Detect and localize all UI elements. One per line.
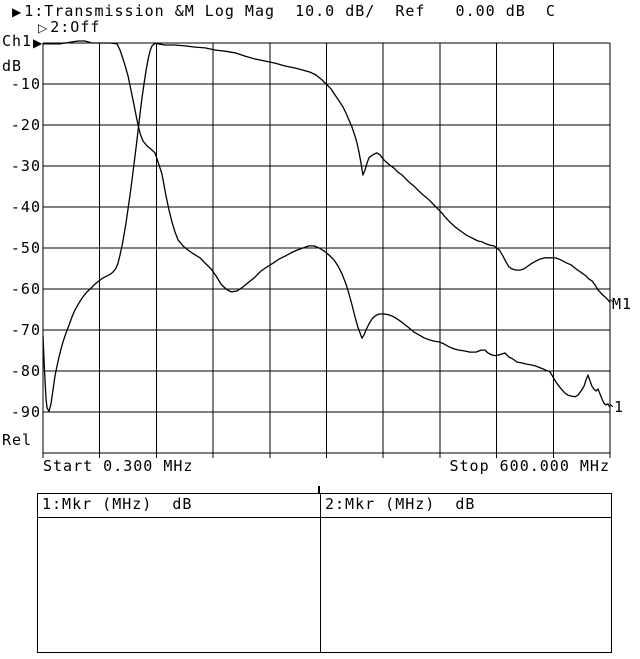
marker-tick	[609, 298, 614, 303]
y-axis-unit-label: dB	[2, 57, 23, 75]
channel1-active-arrow-icon: ▶	[12, 5, 22, 19]
marker-table-divider-tick	[318, 486, 320, 494]
marker-table-channel1: 1:Mkr (MHz) dB	[37, 493, 321, 653]
marker-m1-label: M1	[612, 295, 633, 313]
marker-table-channel2: 2:Mkr (MHz) dB	[320, 493, 612, 653]
marker-table-channel2-header: 2:Mkr (MHz) dB	[321, 494, 611, 518]
y-axis-label: -70	[10, 321, 41, 339]
channel-label: Ch1	[2, 32, 33, 50]
y-axis-label: -40	[10, 198, 41, 216]
reference-position-arrow-icon: ▶	[33, 36, 43, 50]
y-axis-label: -50	[10, 239, 41, 257]
marker-tick	[609, 403, 614, 408]
marker-1-label: 1	[614, 398, 625, 416]
y-axis-label: -10	[10, 75, 41, 93]
start-frequency-label: Start 0.300 MHz	[43, 457, 194, 475]
y-axis-label: -20	[10, 116, 41, 134]
rel-scale-label: Rel	[2, 431, 33, 449]
channel2-measurement-header: ▷ 2:Off	[38, 19, 100, 36]
trace-transmission-data	[42, 42, 611, 412]
y-axis-label: -80	[10, 362, 41, 380]
marker-table-channel1-header: 1:Mkr (MHz) dB	[38, 494, 320, 518]
channel2-inactive-arrow-icon: ▷	[38, 21, 48, 35]
channel1-header-text: 1:Transmission &M Log Mag 10.0 dB/ Ref 0…	[24, 2, 556, 20]
y-axis-label: -90	[10, 403, 41, 421]
stop-frequency-label: Stop 600.000 MHz	[449, 457, 610, 475]
channel2-header-text: 2:Off	[50, 18, 101, 36]
y-axis-label: -60	[10, 280, 41, 298]
channel1-measurement-header: ▶ 1:Transmission &M Log Mag 10.0 dB/ Ref …	[12, 3, 556, 20]
y-axis-label: -30	[10, 157, 41, 175]
trace-transmission-memory	[42, 40, 611, 408]
